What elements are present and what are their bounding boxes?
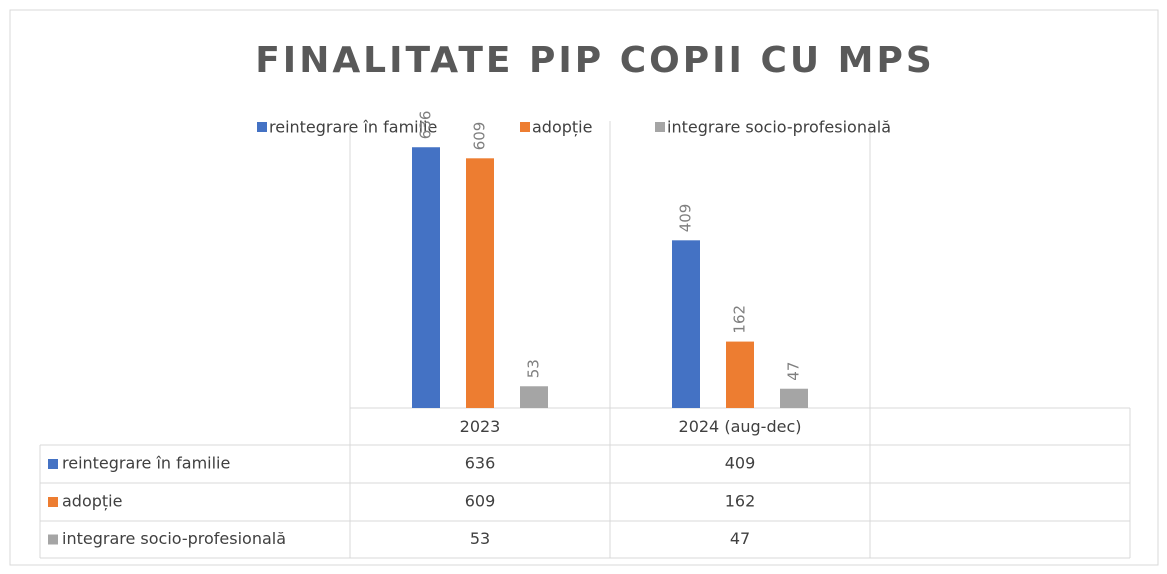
- data-label: 409: [677, 204, 695, 233]
- data-label: 47: [785, 362, 803, 381]
- legend-swatch: [655, 122, 665, 132]
- category-label: 2023: [460, 417, 501, 436]
- bar: [726, 341, 754, 408]
- table-value: 162: [725, 492, 756, 511]
- table-series-label: adopție: [62, 492, 122, 511]
- data-label: 636: [417, 111, 435, 140]
- bar: [520, 386, 548, 408]
- table-value: 53: [470, 529, 490, 548]
- table-value: 409: [725, 454, 756, 473]
- category-label: 2024 (aug-dec): [679, 417, 802, 436]
- table-series-label: reintegrare în familie: [62, 454, 230, 473]
- chart-title: FINALITATE PIP COPII CU MPS: [255, 40, 935, 81]
- legend-label: reintegrare în familie: [269, 118, 437, 137]
- table-swatch: [48, 497, 58, 507]
- chart-frame: [9, 9, 1159, 566]
- table-value: 47: [730, 529, 750, 548]
- legend-swatch: [257, 122, 267, 132]
- table-series-label: integrare socio-profesională: [62, 529, 286, 548]
- data-label: 53: [525, 359, 543, 378]
- legend-label: adopție: [532, 118, 592, 137]
- bar: [412, 147, 440, 409]
- table-value: 609: [465, 492, 496, 511]
- bar: [780, 388, 808, 408]
- table-value: 636: [465, 454, 496, 473]
- bar: [466, 158, 494, 408]
- data-label: 609: [471, 122, 489, 151]
- data-label: 162: [731, 305, 749, 334]
- legend-swatch: [520, 122, 530, 132]
- bar: [672, 240, 700, 408]
- table-swatch: [48, 534, 58, 545]
- table-swatch: [48, 459, 58, 469]
- legend-label: integrare socio-profesională: [667, 118, 891, 137]
